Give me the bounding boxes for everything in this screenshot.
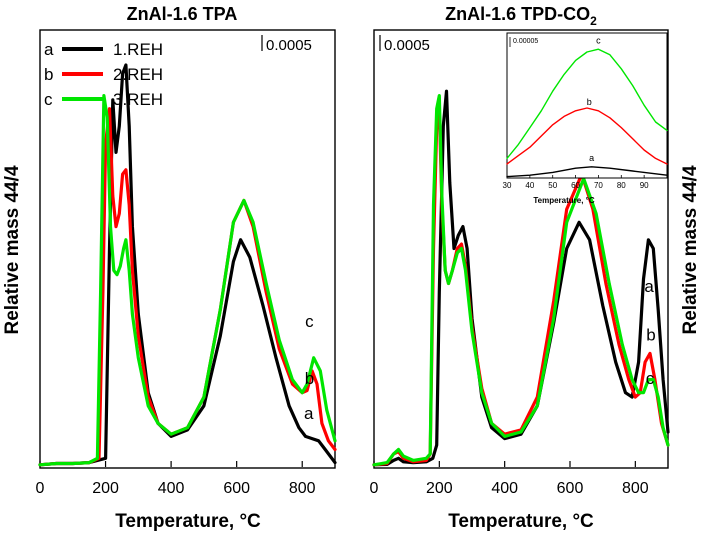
y-axis-label-tpd-co2: Relative mass 44/4 bbox=[680, 165, 701, 334]
x-tick-label-60: 60 bbox=[571, 181, 580, 190]
legend-letter-b: b bbox=[44, 65, 53, 84]
x-tick-label-400: 400 bbox=[158, 480, 185, 497]
series-lines-tpd-co2 bbox=[372, 89, 670, 467]
curve-label-a: a bbox=[589, 153, 594, 163]
x-tick-label-0: 0 bbox=[36, 480, 45, 497]
curve-label-b: b bbox=[646, 325, 655, 344]
curve-label-a: a bbox=[304, 404, 314, 423]
legend-label-3-reh: 3.REH bbox=[113, 90, 163, 109]
title-tpa: ZnAl-1.6 TPA bbox=[127, 4, 238, 24]
x-tick-label-400: 400 bbox=[491, 480, 518, 497]
x-tick-labels-tpd-co2: 0 200 400 600 800 bbox=[370, 480, 649, 497]
x-axis-label-tpa: Temperature, °C bbox=[115, 511, 261, 532]
curve-label-c: c bbox=[596, 36, 601, 46]
series-line-a bbox=[506, 166, 668, 178]
curve-label-a: a bbox=[644, 277, 654, 296]
annotations-tpd-co2: a b c bbox=[644, 277, 655, 388]
x-tick-label-200: 200 bbox=[92, 480, 119, 497]
x-axis-label-tpd-co2: Temperature, °C bbox=[448, 511, 594, 532]
inset-x-ticks bbox=[506, 175, 645, 178]
legend-item-1: a 1.REH bbox=[44, 40, 163, 59]
x-tick-labels-tpa: 0 200 400 600 800 bbox=[36, 480, 316, 497]
inset-x-tick-labels: 30 40 50 60 70 80 90 bbox=[503, 181, 650, 190]
legend: a 1.REH b 2.REH c 3.REH bbox=[44, 40, 163, 109]
legend-label-2-reh: 2.REH bbox=[113, 65, 163, 84]
inset-annotations: a b c bbox=[587, 36, 601, 164]
series-line-b bbox=[506, 107, 668, 165]
inset-scale-label: 0.00005 bbox=[513, 38, 538, 45]
inset-chart: 0.00005 30 40 50 60 70 80 90 a b c Temperature, … bbox=[503, 32, 668, 205]
series-line-1-reh bbox=[38, 63, 337, 467]
curve-label-b: b bbox=[587, 97, 592, 107]
title-tpd-co2-main: ZnAl-1.6 TPD-CO bbox=[445, 4, 590, 24]
x-tick-label-600: 600 bbox=[223, 480, 250, 497]
inset-x-axis-label: Temperature, °C bbox=[533, 196, 595, 205]
legend-letter-c: c bbox=[44, 90, 53, 109]
series-lines-tpa bbox=[38, 63, 337, 467]
plot-frame-tpd-co2 bbox=[373, 29, 669, 469]
legend-letter-a: a bbox=[44, 40, 54, 59]
title-tpd-co2: ZnAl-1.6 TPD-CO2 bbox=[445, 4, 597, 28]
series-line-c bbox=[506, 48, 668, 160]
curve-label-c: c bbox=[305, 312, 314, 331]
x-ticks-tpd-co2 bbox=[373, 461, 636, 467]
plot-frame-tpa bbox=[39, 29, 336, 469]
legend-label-1-reh: 1.REH bbox=[113, 40, 163, 59]
x-tick-label-40: 40 bbox=[525, 181, 534, 190]
title-subscript: 2 bbox=[590, 14, 597, 28]
x-ticks-tpa bbox=[39, 461, 303, 467]
y-axis-label-tpa: Relative mass 44/4 bbox=[2, 165, 23, 334]
x-tick-label-30: 30 bbox=[503, 181, 512, 190]
series-line-c bbox=[372, 93, 670, 467]
curve-label-b: b bbox=[305, 369, 314, 388]
curve-label-c: c bbox=[646, 369, 655, 388]
scale-label-tpd-co2: 0.0005 bbox=[384, 37, 430, 54]
x-tick-label-800: 800 bbox=[622, 480, 649, 497]
x-tick-label-50: 50 bbox=[548, 181, 557, 190]
inset-series-lines bbox=[506, 48, 668, 178]
legend-item-3: c 3.REH bbox=[44, 90, 163, 109]
series-line-3-reh bbox=[38, 93, 337, 467]
panel-tpa: ZnAl-1.6 TPA 0 200 400 600 800 Temperature, … bbox=[2, 4, 337, 532]
inset-frame bbox=[506, 32, 668, 179]
x-tick-label-0: 0 bbox=[370, 480, 379, 497]
x-tick-label-90: 90 bbox=[640, 181, 649, 190]
legend-item-2: b 2.REH bbox=[44, 65, 163, 84]
scale-label-tpa: 0.0005 bbox=[266, 37, 312, 54]
x-tick-label-600: 600 bbox=[557, 480, 584, 497]
x-tick-label-80: 80 bbox=[617, 181, 626, 190]
x-tick-label-200: 200 bbox=[426, 480, 453, 497]
panel-tpd-co2: ZnAl-1.6 TPD-CO2 0 200 400 600 800 Temperatu… bbox=[370, 4, 701, 532]
x-tick-label-70: 70 bbox=[594, 181, 603, 190]
annotations-tpa: ab c bbox=[304, 312, 314, 423]
x-tick-label-800: 800 bbox=[289, 480, 316, 497]
